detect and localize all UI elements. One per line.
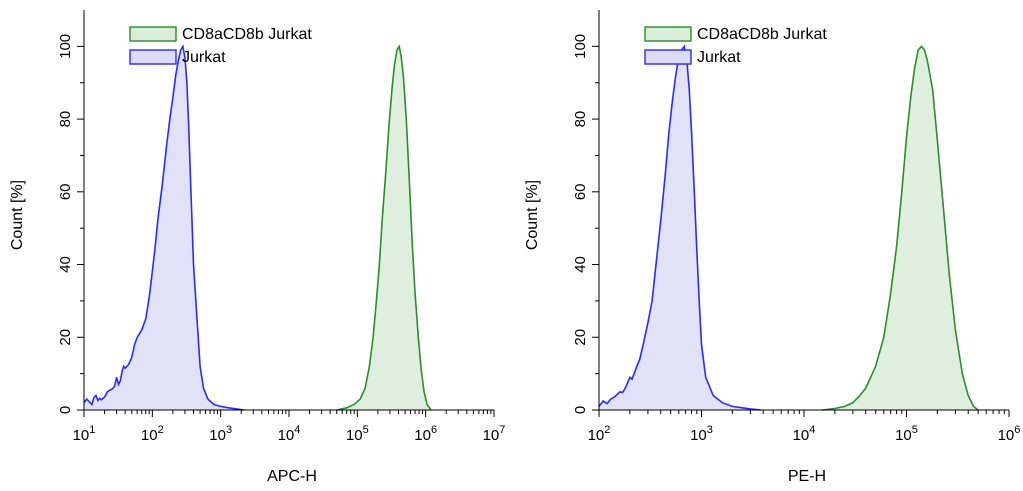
legend-swatch-2: [644, 49, 692, 65]
y-axis-label: Count [%]: [9, 180, 26, 250]
x-tick-label: 105: [895, 424, 918, 444]
x-tick-label: 103: [209, 424, 232, 444]
y-tick-label: 20: [572, 329, 589, 346]
x-axis-label: APC-H: [267, 468, 317, 485]
x-tick-label: 104: [793, 424, 816, 444]
x-axis-label: PE-H: [788, 468, 826, 485]
x-tick-label: 107: [483, 424, 506, 444]
y-tick-label: 0: [572, 406, 589, 414]
series-area-2: [599, 46, 761, 411]
legend-swatch-1: [129, 26, 177, 42]
x-tick-label: 102: [141, 424, 164, 444]
y-tick-label: 40: [572, 256, 589, 273]
chart-panel-1: 101 102 103 104 105 106 107 0 20 40 60 80 100 APC-H Co…: [9, 10, 505, 485]
x-tick-label: 106: [998, 424, 1021, 444]
chart-panel-2: 102 103 104 105 106 0 20 40 60 80 100 PE-H Count [%]…: [524, 10, 1020, 485]
series-line-2: [598, 44, 761, 411]
series-line-2: [83, 44, 245, 411]
legend-swatch-2: [129, 49, 177, 65]
series-area-1: [822, 46, 979, 411]
legend-label-1: CD8aCD8b Jurkat: [697, 26, 827, 43]
series-line-1: [821, 45, 979, 411]
x-tick-label: 104: [278, 424, 301, 444]
x-tick-label: 101: [73, 424, 96, 444]
series-area-1: [336, 46, 432, 411]
legend-label-2: Jurkat: [182, 49, 226, 66]
legend-swatch-1: [644, 26, 692, 42]
x-tick-label: 105: [346, 424, 369, 444]
y-tick-label: 0: [57, 406, 74, 414]
y-tick-label: 100: [572, 34, 589, 59]
x-tick-label: 106: [414, 424, 437, 444]
series-area-2: [84, 46, 245, 411]
y-axis-label: Count [%]: [524, 180, 541, 250]
x-tick-label: 102: [588, 424, 611, 444]
y-tick-label: 60: [572, 183, 589, 200]
legend-label-2: Jurkat: [697, 49, 741, 66]
x-tick-label: 103: [690, 424, 713, 444]
y-tick-label: 20: [57, 329, 74, 346]
y-tick-label: 100: [57, 34, 74, 59]
y-tick-label: 80: [57, 111, 74, 128]
legend-label-1: CD8aCD8b Jurkat: [182, 26, 312, 43]
y-tick-label: 40: [57, 256, 74, 273]
y-tick-label: 60: [57, 183, 74, 200]
y-tick-label: 80: [572, 111, 589, 128]
series-line-1: [336, 44, 432, 411]
